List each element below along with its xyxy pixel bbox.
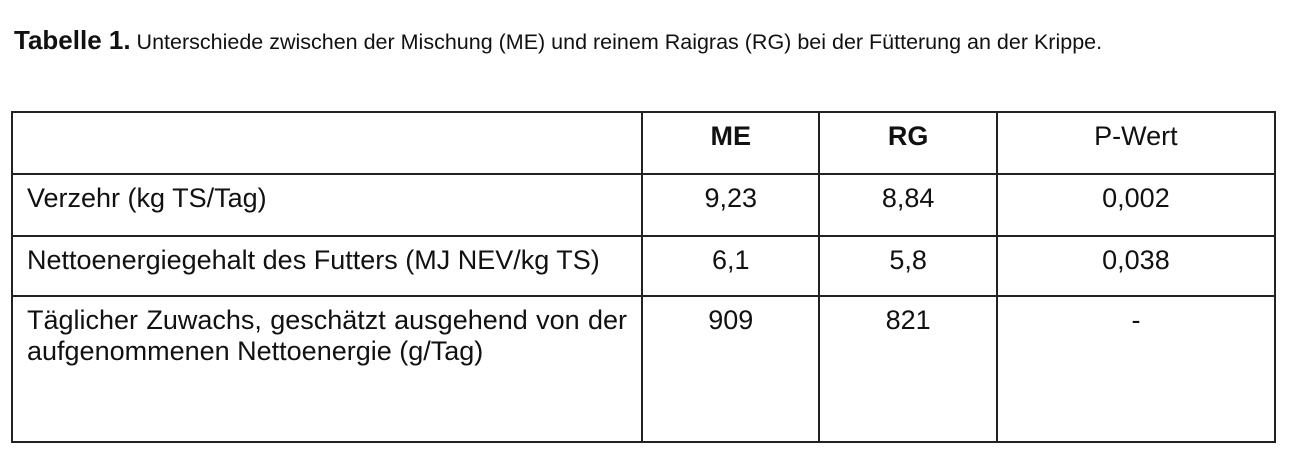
caption-label: Tabelle 1. [14, 25, 131, 55]
header-cell-p-wert: P-Wert [995, 111, 1277, 175]
cell-rg: 8,84 [818, 173, 998, 237]
table-caption: Tabelle 1. Unterschiede zwischen der Mis… [14, 12, 1284, 70]
table-row: Verzehr (kg TS/Tag) 9,23 8,84 0,002 [11, 173, 1277, 237]
cell-me: 6,1 [640, 235, 821, 297]
header-cell-me: ME [640, 111, 821, 175]
header-cell-empty [11, 111, 643, 175]
cell-rg: 821 [818, 295, 998, 443]
cell-p-wert: 0,002 [995, 173, 1277, 237]
cell-rg: 5,8 [818, 235, 998, 297]
cell-me: 909 [640, 295, 821, 443]
row-label: Täglicher Zuwachs, geschätzt ausgehend v… [11, 295, 643, 443]
table-row: Täglicher Zuwachs, geschätzt ausgehend v… [11, 295, 1277, 443]
table-header-row: ME RG P-Wert [11, 111, 1277, 175]
cell-me: 9,23 [640, 173, 821, 237]
row-label: Verzehr (kg TS/Tag) [11, 173, 643, 237]
header-cell-rg: RG [818, 111, 998, 175]
row-label: Nettoenergiegehalt des Futters (MJ NEV/k… [11, 235, 643, 297]
cell-p-wert: 0,038 [995, 235, 1277, 297]
cell-p-wert: - [995, 295, 1277, 443]
caption-text: Unterschiede zwischen der Mischung (ME) … [130, 30, 1103, 54]
table-row: Nettoenergiegehalt des Futters (MJ NEV/k… [11, 235, 1277, 297]
data-table: ME RG P-Wert Verzehr (kg TS/Tag) 9,23 8,… [11, 111, 1277, 443]
